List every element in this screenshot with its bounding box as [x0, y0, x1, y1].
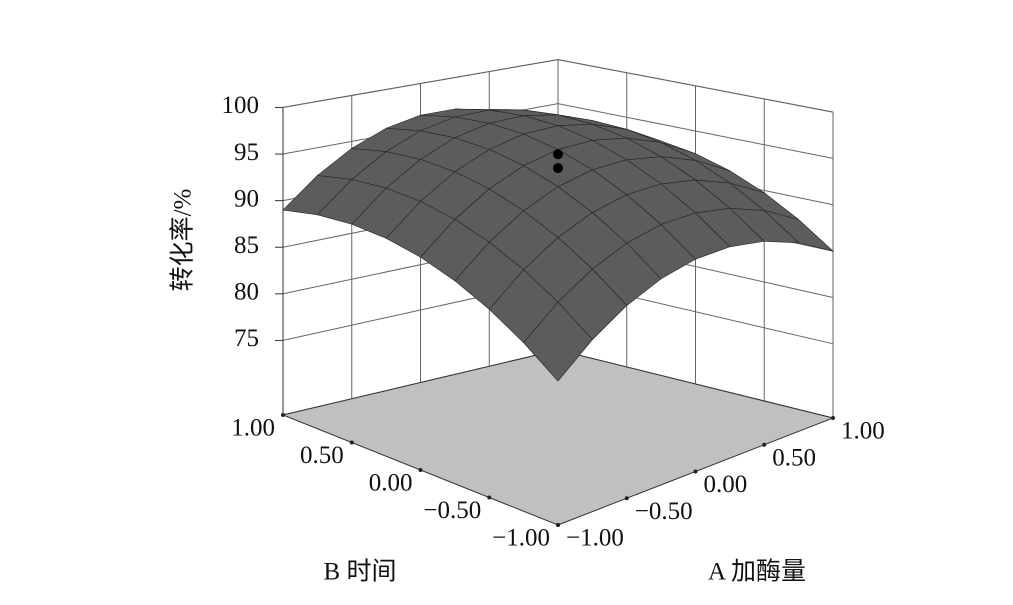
b-tick: [556, 523, 560, 527]
b-tick-label: 1.00: [231, 415, 275, 442]
z-axis-title: 转化率/%: [169, 189, 197, 292]
a-tick-label: −0.50: [635, 498, 693, 525]
a-tick-label: 0.00: [704, 471, 748, 498]
a-tick: [624, 496, 629, 501]
z-tick-label: 95: [234, 139, 259, 166]
b-tick: [418, 468, 423, 472]
b-tick-label: 0.00: [369, 470, 413, 497]
b-tick-label: −0.50: [423, 497, 481, 524]
z-tick-label: 75: [234, 325, 259, 352]
z-tick-label: 100: [222, 92, 260, 119]
a-tick-label: 1.00: [841, 418, 885, 445]
z-tick-label: 85: [234, 232, 259, 259]
design-point: [553, 149, 563, 160]
z-tick-label: 90: [234, 185, 259, 212]
b-tick: [487, 495, 492, 500]
surface-cell: [523, 301, 593, 382]
a-tick: [693, 469, 698, 474]
a-tick-label: 0.50: [772, 444, 816, 471]
b-tick-label: −1.00: [492, 525, 550, 552]
b-axis-title: B 时间: [324, 558, 397, 586]
z-tick-label: 80: [234, 279, 259, 306]
b-tick: [349, 440, 354, 445]
a-tick: [762, 442, 767, 447]
a-tick: [831, 416, 835, 420]
b-tick-label: 0.50: [300, 442, 344, 469]
design-point: [553, 163, 563, 174]
b-tick: [281, 413, 285, 417]
a-tick-label: −1.00: [566, 525, 624, 552]
a-axis-title: A 加酶量: [708, 558, 806, 586]
